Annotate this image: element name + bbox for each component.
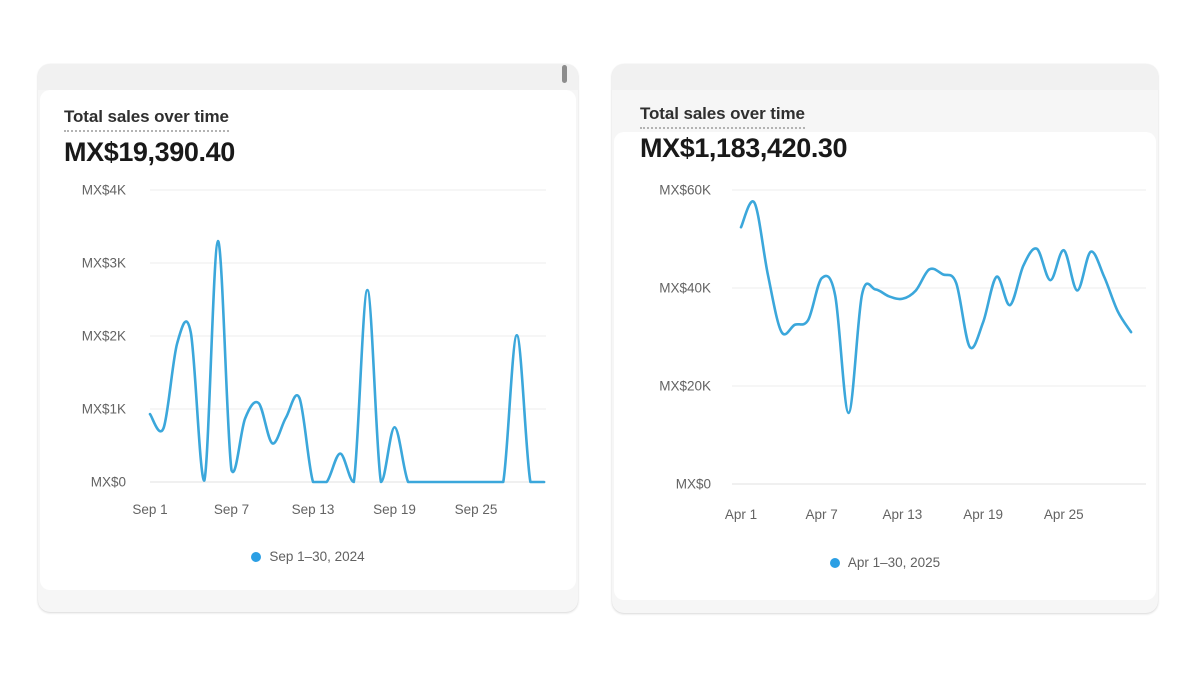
x-axis-label: Sep 19: [373, 502, 416, 517]
scrollbar-thumb[interactable]: [562, 65, 567, 83]
y-axis-label: MX$40K: [659, 281, 711, 296]
legend-label: Apr 1–30, 2025: [847, 555, 941, 570]
legend-label: Sep 1–30, 2024: [269, 549, 365, 564]
x-axis-label: Apr 13: [883, 507, 923, 522]
card-title: Total sales over time: [64, 107, 229, 132]
chart-legend: Sep 1–30, 2024: [38, 549, 578, 564]
x-axis-label: Sep 1: [132, 502, 167, 517]
y-axis-label: MX$2K: [82, 329, 126, 344]
x-axis-label: Apr 25: [1044, 507, 1084, 522]
card-panel: [40, 90, 576, 590]
y-axis-label: MX$20K: [659, 379, 711, 394]
x-axis-label: Apr 1: [725, 507, 757, 522]
chart-legend: Apr 1–30, 2025: [612, 555, 1158, 570]
y-axis-label: MX$0: [91, 475, 126, 490]
y-axis-label: MX$3K: [82, 256, 126, 271]
x-axis-label: Sep 7: [214, 502, 249, 517]
x-axis-label: Sep 13: [292, 502, 335, 517]
total-sales-value: MX$19,390.40: [64, 137, 235, 167]
total-sales-report-link[interactable]: Total sales over time: [64, 107, 229, 132]
card-title: Total sales over time: [640, 104, 805, 129]
total-sales-card-sep-2024: Total sales over time MX$19,390.40 MX$4K…: [38, 64, 578, 612]
legend-dot-icon: [829, 557, 840, 568]
total-sales-report-link[interactable]: Total sales over time: [640, 104, 805, 129]
sales-line: [739, 200, 1133, 415]
x-axis-label: Sep 25: [455, 502, 498, 517]
card-panel: [614, 132, 1156, 600]
legend-dot-icon: [251, 551, 262, 562]
y-axis-label: MX$0: [676, 477, 711, 492]
total-sales-card-apr-2025: Total sales over time MX$1,183,420.30 MX…: [612, 64, 1158, 613]
x-axis-label: Apr 7: [806, 507, 838, 522]
y-axis-label: MX$60K: [659, 183, 711, 198]
y-axis-label: MX$1K: [82, 402, 126, 417]
total-sales-line-chart: MX$60K MX$40K MX$20K MX$0 Apr 1 Apr 7 Apr 13 Ap…: [659, 183, 1146, 522]
total-sales-line-chart: MX$4K MX$3K MX$2K MX$1K MX$0 Sep 1 Sep 7 Sep 13…: [82, 183, 546, 517]
x-axis-label: Apr 19: [963, 507, 1003, 522]
total-sales-value: MX$1,183,420.30: [640, 133, 848, 163]
sales-line: [148, 239, 546, 484]
y-axis-label: MX$4K: [82, 183, 126, 198]
